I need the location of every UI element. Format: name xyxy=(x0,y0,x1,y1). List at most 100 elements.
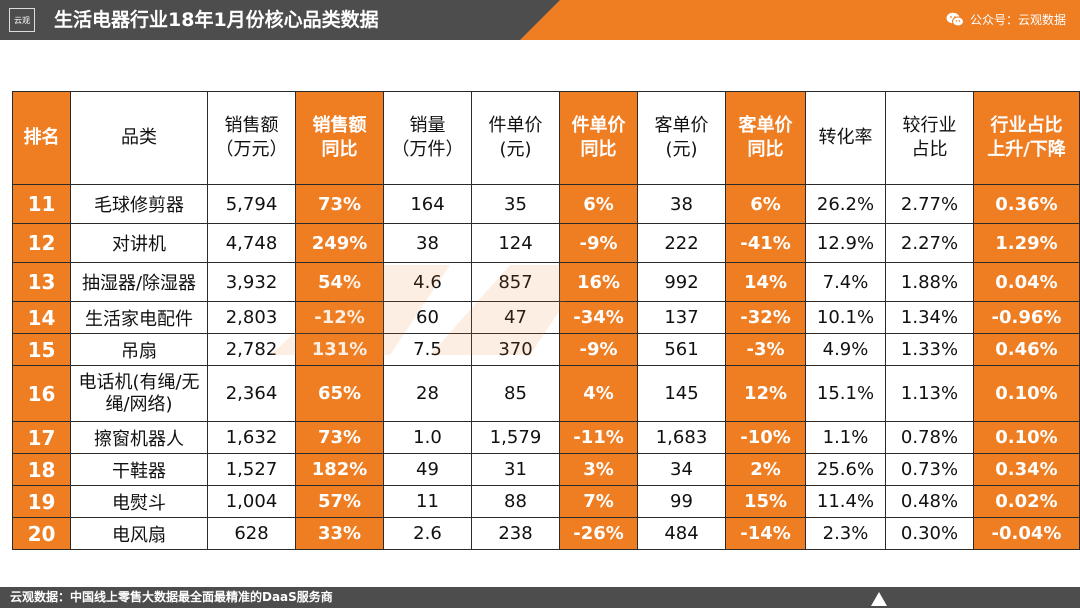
cell-category: 吊扇 xyxy=(70,333,208,366)
table-row: 16 电话机(有绳/无绳/网络) 2,364 65% 28 85 4% 145 12% 15.1%… xyxy=(12,365,1080,422)
cell-sales: 1,004 xyxy=(207,485,296,518)
cell-industry-share: 2.77% xyxy=(885,184,974,224)
cell-industry-share: 2.27% xyxy=(885,223,974,263)
table-row: 18 干鞋器 1,527 182% 49 31 3% 34 2% 25.6% 0.73% 0.34% xyxy=(12,453,1080,486)
cell-share-change: -0.96% xyxy=(973,301,1080,334)
cell-category: 抽湿器/除湿器 xyxy=(70,262,208,302)
cell-volume: 164 xyxy=(383,184,472,224)
cell-category: 电话机(有绳/无绳/网络) xyxy=(70,365,208,422)
page-title: 生活电器行业18年1月份核心品类数据 xyxy=(54,9,379,31)
cell-share-change: -0.04% xyxy=(973,517,1080,550)
table-row: 17 擦窗机器人 1,632 73% 1.0 1,579 -11% 1,683 -10% 1.1%… xyxy=(12,421,1080,454)
cell-share-change: 0.46% xyxy=(973,333,1080,366)
cell-sales: 628 xyxy=(207,517,296,550)
cell-unit-price-yoy: 3% xyxy=(559,453,638,486)
cell-conversion: 15.1% xyxy=(805,365,886,422)
header-unit-price: 件单价 (元) xyxy=(471,91,560,185)
cell-volume: 2.6 xyxy=(383,517,472,550)
table-row: 14 生活家电配件 2,803 -12% 60 47 -34% 137 -32% 10.1% 1.3… xyxy=(12,301,1080,334)
cell-conversion: 26.2% xyxy=(805,184,886,224)
cell-rank: 13 xyxy=(12,262,71,302)
cell-category: 干鞋器 xyxy=(70,453,208,486)
cell-rank: 17 xyxy=(12,421,71,454)
cell-category: 电风扇 xyxy=(70,517,208,550)
header-conversion: 转化率 xyxy=(805,91,886,185)
cell-order-price: 992 xyxy=(637,262,726,302)
logo: 云观 xyxy=(9,8,35,32)
cell-order-price: 145 xyxy=(637,365,726,422)
cell-rank: 16 xyxy=(12,365,71,422)
header-industry-share: 较行业 占比 xyxy=(885,91,974,185)
cell-order-price-yoy: -32% xyxy=(725,301,806,334)
cell-rank: 11 xyxy=(12,184,71,224)
footer-text: 云观数据：中国线上零售大数据最全面最精准的DaaS服务商 xyxy=(10,590,333,604)
cell-order-price: 561 xyxy=(637,333,726,366)
table-row: 20 电风扇 628 33% 2.6 238 -26% 484 -14% 2.3% 0.30% -0.… xyxy=(12,517,1080,550)
cell-industry-share: 1.88% xyxy=(885,262,974,302)
cell-order-price-yoy: 14% xyxy=(725,262,806,302)
header-order-price-yoy: 客单价 同比 xyxy=(725,91,806,185)
cell-sales: 3,932 xyxy=(207,262,296,302)
header-accent xyxy=(520,0,1080,40)
wechat-label: 公众号：云观数据 xyxy=(969,13,1066,27)
cell-unit-price: 238 xyxy=(471,517,560,550)
cell-share-change: 0.10% xyxy=(973,421,1080,454)
cell-sales-yoy: 57% xyxy=(295,485,384,518)
cell-conversion: 7.4% xyxy=(805,262,886,302)
cell-unit-price: 124 xyxy=(471,223,560,263)
cell-sales-yoy: 249% xyxy=(295,223,384,263)
cell-unit-price-yoy: -11% xyxy=(559,421,638,454)
cell-share-change: 0.04% xyxy=(973,262,1080,302)
header-unit-price-yoy: 件单价 同比 xyxy=(559,91,638,185)
cell-sales: 5,794 xyxy=(207,184,296,224)
cell-volume: 38 xyxy=(383,223,472,263)
cell-volume: 7.5 xyxy=(383,333,472,366)
cell-industry-share: 1.33% xyxy=(885,333,974,366)
cell-order-price: 34 xyxy=(637,453,726,486)
cell-unit-price-yoy: -9% xyxy=(559,333,638,366)
cell-order-price-yoy: -41% xyxy=(725,223,806,263)
cell-order-price-yoy: 12% xyxy=(725,365,806,422)
cell-volume: 1.0 xyxy=(383,421,472,454)
cell-category: 生活家电配件 xyxy=(70,301,208,334)
cell-unit-price-yoy: 7% xyxy=(559,485,638,518)
wechat-icon xyxy=(946,12,964,27)
table-row: 12 对讲机 4,748 249% 38 124 -9% 222 -41% 12.9% 2.27% 1… xyxy=(12,223,1080,263)
cell-rank: 15 xyxy=(12,333,71,366)
header-share-change: 行业占比 上升/下降 xyxy=(973,91,1080,185)
cell-unit-price: 1,579 xyxy=(471,421,560,454)
cell-order-price: 484 xyxy=(637,517,726,550)
cell-conversion: 11.4% xyxy=(805,485,886,518)
cell-rank: 19 xyxy=(12,485,71,518)
table-row: 15 吊扇 2,782 131% 7.5 370 -9% 561 -3% 4.9% 1.33% 0.4… xyxy=(12,333,1080,366)
table-row: 13 抽湿器/除湿器 3,932 54% 4.6 857 16% 992 14% 7.4% 1.88… xyxy=(12,262,1080,302)
cell-conversion: 25.6% xyxy=(805,453,886,486)
header-rank: 排名 xyxy=(12,91,71,185)
cell-share-change: 0.36% xyxy=(973,184,1080,224)
cell-volume: 49 xyxy=(383,453,472,486)
cell-order-price-yoy: 15% xyxy=(725,485,806,518)
cell-order-price-yoy: -10% xyxy=(725,421,806,454)
cell-share-change: 0.10% xyxy=(973,365,1080,422)
cell-order-price-yoy: -3% xyxy=(725,333,806,366)
cell-sales: 4,748 xyxy=(207,223,296,263)
cell-rank: 12 xyxy=(12,223,71,263)
cell-industry-share: 0.73% xyxy=(885,453,974,486)
header-bar: 云观 生活电器行业18年1月份核心品类数据 公众号：云观数据 xyxy=(0,0,1080,40)
cell-category: 电熨斗 xyxy=(70,485,208,518)
cell-rank: 20 xyxy=(12,517,71,550)
cell-sales: 2,803 xyxy=(207,301,296,334)
cell-unit-price-yoy: 6% xyxy=(559,184,638,224)
cell-sales-yoy: 182% xyxy=(295,453,384,486)
cell-sales-yoy: -12% xyxy=(295,301,384,334)
cell-unit-price: 31 xyxy=(471,453,560,486)
cell-order-price-yoy: -14% xyxy=(725,517,806,550)
cell-category: 毛球修剪器 xyxy=(70,184,208,224)
cell-sales: 2,364 xyxy=(207,365,296,422)
cell-industry-share: 0.48% xyxy=(885,485,974,518)
cell-share-change: 1.29% xyxy=(973,223,1080,263)
cell-unit-price: 370 xyxy=(471,333,560,366)
cell-unit-price-yoy: -9% xyxy=(559,223,638,263)
cell-sales: 2,782 xyxy=(207,333,296,366)
cell-sales: 1,527 xyxy=(207,453,296,486)
